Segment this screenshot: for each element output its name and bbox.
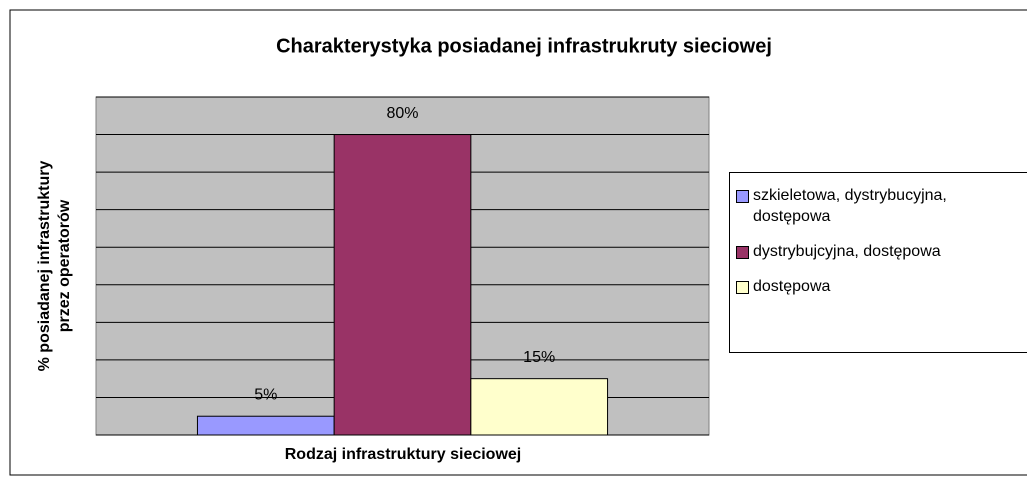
legend: szkieletowa, dystrybucyjna, dostępowa dys… — [729, 172, 1027, 353]
chart-border — [9, 9, 1027, 476]
x-axis-title: Rodzaj infrastruktury sieciowej — [285, 446, 522, 463]
data-label: 15% — [523, 349, 555, 366]
legend-swatch — [736, 190, 749, 203]
data-label: 80% — [386, 105, 418, 122]
legend-entry: szkieletowa, dystrybucyjna, dostępowa — [736, 185, 1027, 227]
legend-label: dystrybujcyjna, dostępowa — [753, 243, 941, 260]
legend-entry: dystrybujcyjna, dostępowa — [736, 241, 1027, 262]
chart-title: Charakterystyka posiadanej infrastrukrut… — [276, 35, 772, 57]
plot-area: 5% 80% 15% — [95, 96, 710, 436]
bar — [470, 378, 609, 436]
legend-label: dostępowa — [753, 278, 831, 295]
legend-swatch — [736, 246, 749, 259]
legend-entry: dostępowa — [736, 276, 1027, 297]
y-axis-title-line: % posiadanej infrastruktury — [36, 161, 53, 372]
legend-label: szkieletowa, dystrybucyjna, dostępowa — [753, 187, 947, 225]
y-axis-title-line: przez operatorów — [56, 199, 73, 332]
data-label: 5% — [254, 386, 277, 403]
bar — [196, 415, 335, 436]
legend-swatch — [736, 281, 749, 294]
y-axis-title: % posiadanej infrastruktury przez operat… — [36, 161, 73, 372]
bar — [333, 134, 472, 436]
